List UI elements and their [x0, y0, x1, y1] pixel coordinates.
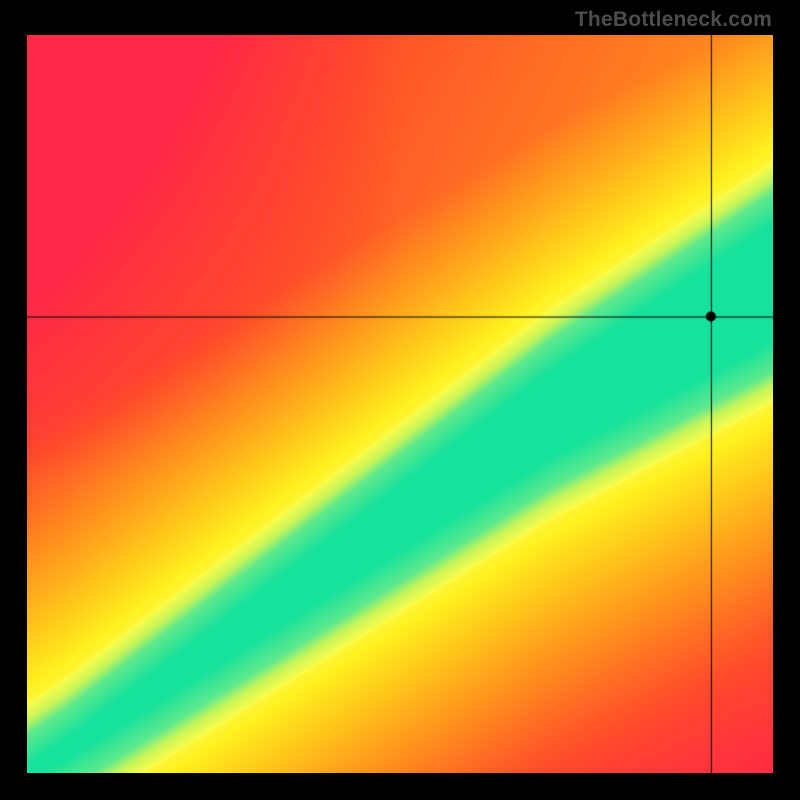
bottleneck-heatmap [27, 35, 773, 773]
chart-container: TheBottleneck.com [0, 0, 800, 800]
watermark-text: TheBottleneck.com [575, 8, 772, 32]
